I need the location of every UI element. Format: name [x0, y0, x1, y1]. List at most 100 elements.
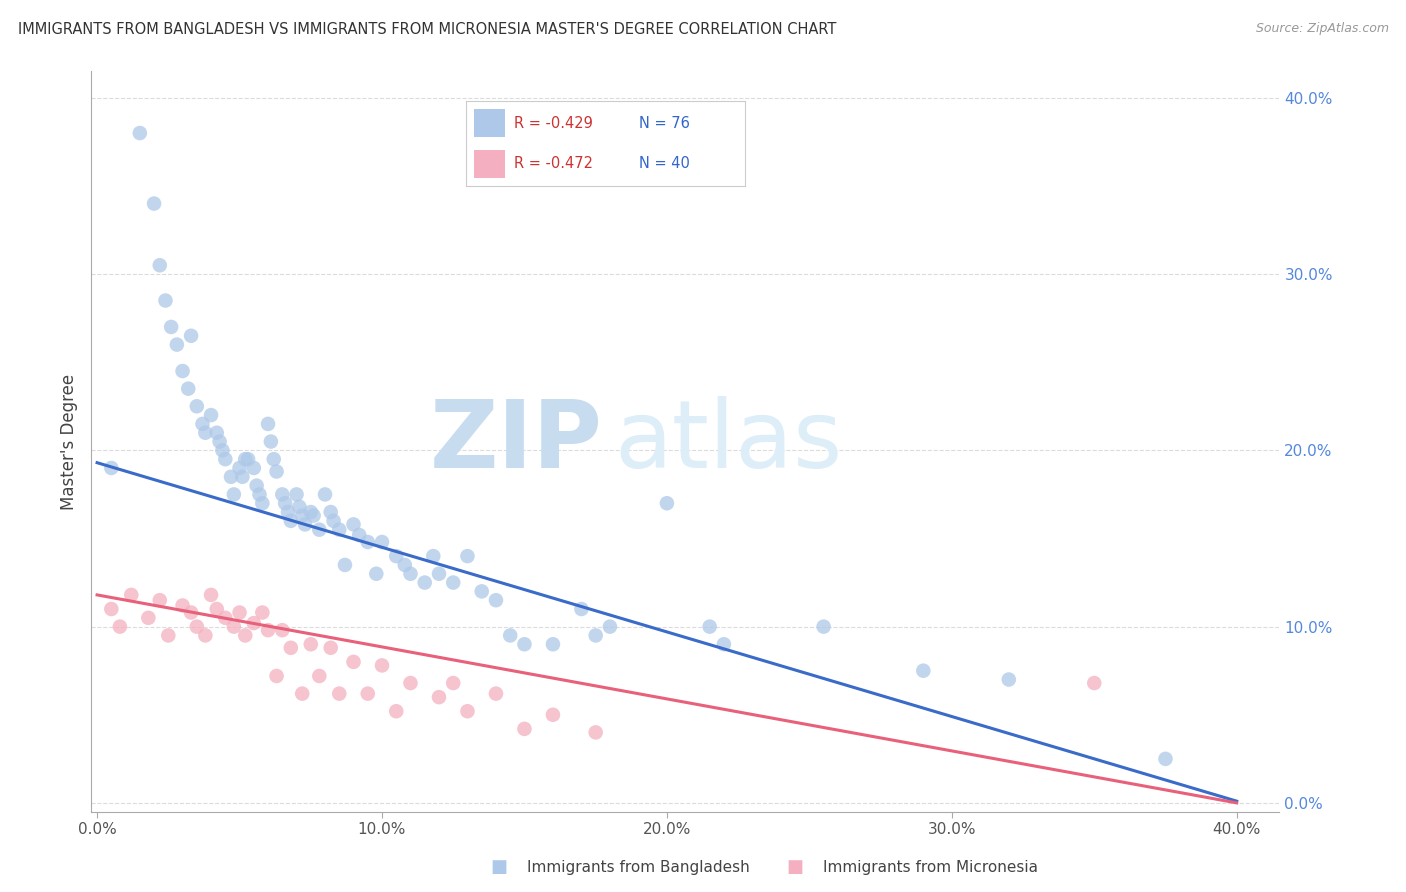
Bar	[474, 110, 505, 136]
Point	[160, 320, 183, 334]
Point	[236, 452, 259, 467]
Point	[541, 707, 564, 722]
Text: Immigrants from Bangladesh: Immigrants from Bangladesh	[527, 860, 749, 874]
Point	[357, 535, 380, 549]
Point	[485, 593, 508, 607]
Text: ■: ■	[491, 858, 508, 876]
Point	[214, 611, 236, 625]
Point	[260, 434, 283, 449]
Point	[205, 602, 228, 616]
Point	[280, 514, 302, 528]
Point	[541, 637, 564, 651]
Point	[399, 676, 422, 690]
Point	[271, 487, 294, 501]
Point	[285, 487, 308, 501]
Point	[357, 687, 380, 701]
Point	[308, 669, 330, 683]
Point	[456, 549, 478, 563]
Point	[149, 593, 172, 607]
Point	[314, 487, 336, 501]
Point	[319, 505, 342, 519]
Point	[214, 452, 236, 467]
Point	[222, 487, 245, 501]
Point	[246, 478, 269, 492]
Point	[228, 606, 250, 620]
Point	[180, 606, 202, 620]
Point	[200, 588, 222, 602]
Point	[243, 461, 266, 475]
Point	[513, 722, 536, 736]
Point	[288, 500, 311, 514]
Point	[427, 690, 450, 705]
Point	[912, 664, 935, 678]
Point	[291, 508, 314, 523]
Point	[149, 258, 172, 272]
Point	[571, 602, 593, 616]
Point	[211, 443, 233, 458]
Point	[186, 399, 208, 413]
Point	[166, 337, 188, 351]
Text: N = 76: N = 76	[638, 116, 689, 130]
Point	[366, 566, 388, 581]
Point	[422, 549, 444, 563]
Point	[172, 364, 194, 378]
Point	[257, 623, 280, 637]
Point	[441, 575, 464, 590]
Point	[319, 640, 342, 655]
Point	[394, 558, 416, 572]
Point	[699, 619, 721, 633]
Point	[371, 658, 394, 673]
Point	[252, 606, 274, 620]
Point	[441, 676, 464, 690]
Point	[274, 496, 297, 510]
Point	[499, 628, 522, 642]
Point	[277, 505, 299, 519]
Point	[191, 417, 214, 431]
Point	[299, 637, 322, 651]
Point	[186, 619, 208, 633]
Point	[252, 496, 274, 510]
Point	[180, 328, 202, 343]
Point	[328, 687, 350, 701]
Point	[328, 523, 350, 537]
Point	[233, 628, 256, 642]
Point	[138, 611, 160, 625]
Text: Immigrants from Micronesia: Immigrants from Micronesia	[823, 860, 1038, 874]
Point	[302, 508, 325, 523]
Point	[205, 425, 228, 440]
Point	[120, 588, 142, 602]
Point	[219, 470, 242, 484]
Point	[128, 126, 150, 140]
Point	[233, 452, 256, 467]
Point	[413, 575, 436, 590]
Point	[599, 619, 621, 633]
Point	[208, 434, 231, 449]
Point	[456, 704, 478, 718]
Point	[194, 425, 217, 440]
Point	[263, 452, 285, 467]
Point	[280, 640, 302, 655]
Point	[294, 517, 316, 532]
Point	[471, 584, 494, 599]
Point	[299, 505, 322, 519]
Point	[155, 293, 177, 308]
Point	[655, 496, 678, 510]
Point	[385, 549, 408, 563]
Point	[177, 382, 200, 396]
Point	[585, 725, 607, 739]
Point	[271, 623, 294, 637]
Text: R = -0.472: R = -0.472	[515, 156, 593, 171]
Point	[997, 673, 1019, 687]
Point	[249, 487, 271, 501]
Point	[291, 687, 314, 701]
Point	[585, 628, 607, 642]
Text: IMMIGRANTS FROM BANGLADESH VS IMMIGRANTS FROM MICRONESIA MASTER'S DEGREE CORRELA: IMMIGRANTS FROM BANGLADESH VS IMMIGRANTS…	[18, 22, 837, 37]
Point	[143, 196, 166, 211]
Point	[371, 535, 394, 549]
Point	[342, 517, 364, 532]
Point	[228, 461, 250, 475]
Point	[322, 514, 344, 528]
Point	[172, 599, 194, 613]
Point	[266, 465, 288, 479]
Point	[194, 628, 217, 642]
